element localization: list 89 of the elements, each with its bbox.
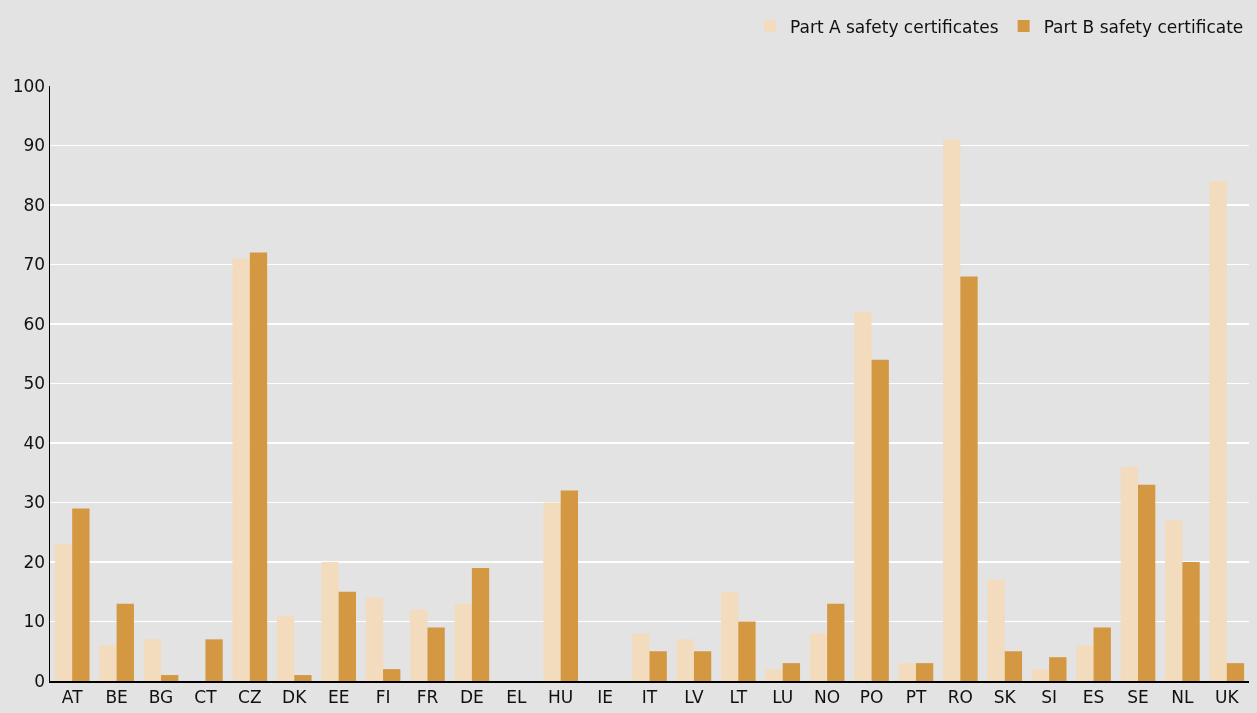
bar (383, 669, 401, 681)
bar (410, 609, 428, 681)
bar (1165, 520, 1183, 681)
x-tick-label: ES (1082, 686, 1105, 707)
bar (454, 603, 472, 681)
bar (72, 508, 90, 681)
y-tick-label: 30 (23, 492, 46, 513)
x-tick-label: BE (105, 686, 128, 707)
bar (898, 663, 916, 681)
x-tick-label: FI (375, 686, 391, 707)
bar (721, 591, 739, 681)
bar (560, 490, 578, 681)
bar (427, 627, 445, 681)
x-tick-label: CT (194, 686, 218, 707)
bar (338, 591, 356, 681)
bar (365, 597, 384, 681)
bar (782, 663, 801, 681)
x-tick-label: EE (327, 686, 350, 707)
x-tick-label: IE (597, 686, 613, 707)
x-tick-label: LV (684, 686, 704, 707)
bar (871, 359, 889, 681)
bar (205, 639, 223, 681)
bar (854, 312, 872, 681)
y-tick-label: 20 (23, 551, 46, 572)
legend-label: Part A safety certificates (790, 16, 999, 37)
bar (1120, 466, 1138, 681)
bar (232, 258, 250, 681)
bar (693, 651, 712, 681)
y-tick-label: 80 (23, 194, 46, 215)
bar (1004, 651, 1023, 681)
bar (276, 615, 295, 681)
y-tick-label: 60 (23, 313, 46, 334)
bar (1049, 657, 1067, 681)
bar (827, 603, 845, 681)
bar (294, 675, 312, 681)
x-tick-label: SE (1127, 686, 1149, 707)
bar (116, 603, 134, 681)
bar (471, 567, 490, 681)
bar (960, 276, 978, 681)
bar (543, 502, 561, 681)
x-tick-label: SK (993, 686, 1017, 707)
bar (54, 544, 73, 681)
x-tick-label: LT (729, 686, 748, 707)
y-tick-label: 10 (23, 611, 46, 632)
y-tick-label: 70 (23, 254, 46, 275)
bar (1076, 645, 1094, 681)
y-tick-label: 40 (23, 432, 46, 453)
x-tick-label: AT (61, 686, 84, 707)
bar (943, 139, 961, 681)
bar (765, 669, 783, 681)
bar (321, 562, 339, 681)
x-tick-label: HU (548, 686, 574, 707)
x-tick-label: NL (1171, 686, 1195, 707)
bar (1137, 484, 1156, 681)
bar (987, 579, 1005, 681)
x-tick-label: PO (859, 686, 884, 707)
x-tick-label: BG (148, 686, 174, 707)
bar (1226, 663, 1245, 681)
bar (249, 252, 268, 681)
x-tick-label: IT (641, 686, 658, 707)
y-tick-label: 90 (23, 135, 46, 156)
y-tick-label: 0 (34, 670, 46, 691)
y-tick-label: 50 (23, 373, 46, 394)
y-tick-label: 100 (12, 75, 46, 96)
bar (143, 639, 162, 681)
bar (915, 663, 934, 681)
x-tick-label: SI (1041, 686, 1058, 707)
x-tick-label: DK (282, 686, 308, 707)
bar (161, 675, 179, 681)
bar (1093, 627, 1111, 681)
x-tick-label: NO (814, 686, 841, 707)
x-tick-label: PT (905, 686, 927, 707)
bar (738, 621, 756, 681)
bar (1182, 562, 1200, 681)
x-tick-label: FR (416, 686, 439, 707)
x-tick-label: CZ (238, 686, 262, 707)
x-tick-label: EL (506, 686, 527, 707)
bar (809, 633, 828, 681)
bar (1209, 181, 1227, 681)
bar (632, 633, 650, 681)
x-tick-label: LU (772, 686, 794, 707)
x-tick-label: UK (1215, 686, 1240, 707)
x-tick-label: DE (459, 686, 484, 707)
bar (676, 639, 694, 681)
bar (649, 651, 667, 681)
x-tick-label: RO (947, 686, 973, 707)
bar (99, 645, 117, 681)
legend-label: Part B safety certificate (1043, 16, 1244, 37)
bar (1031, 669, 1050, 681)
